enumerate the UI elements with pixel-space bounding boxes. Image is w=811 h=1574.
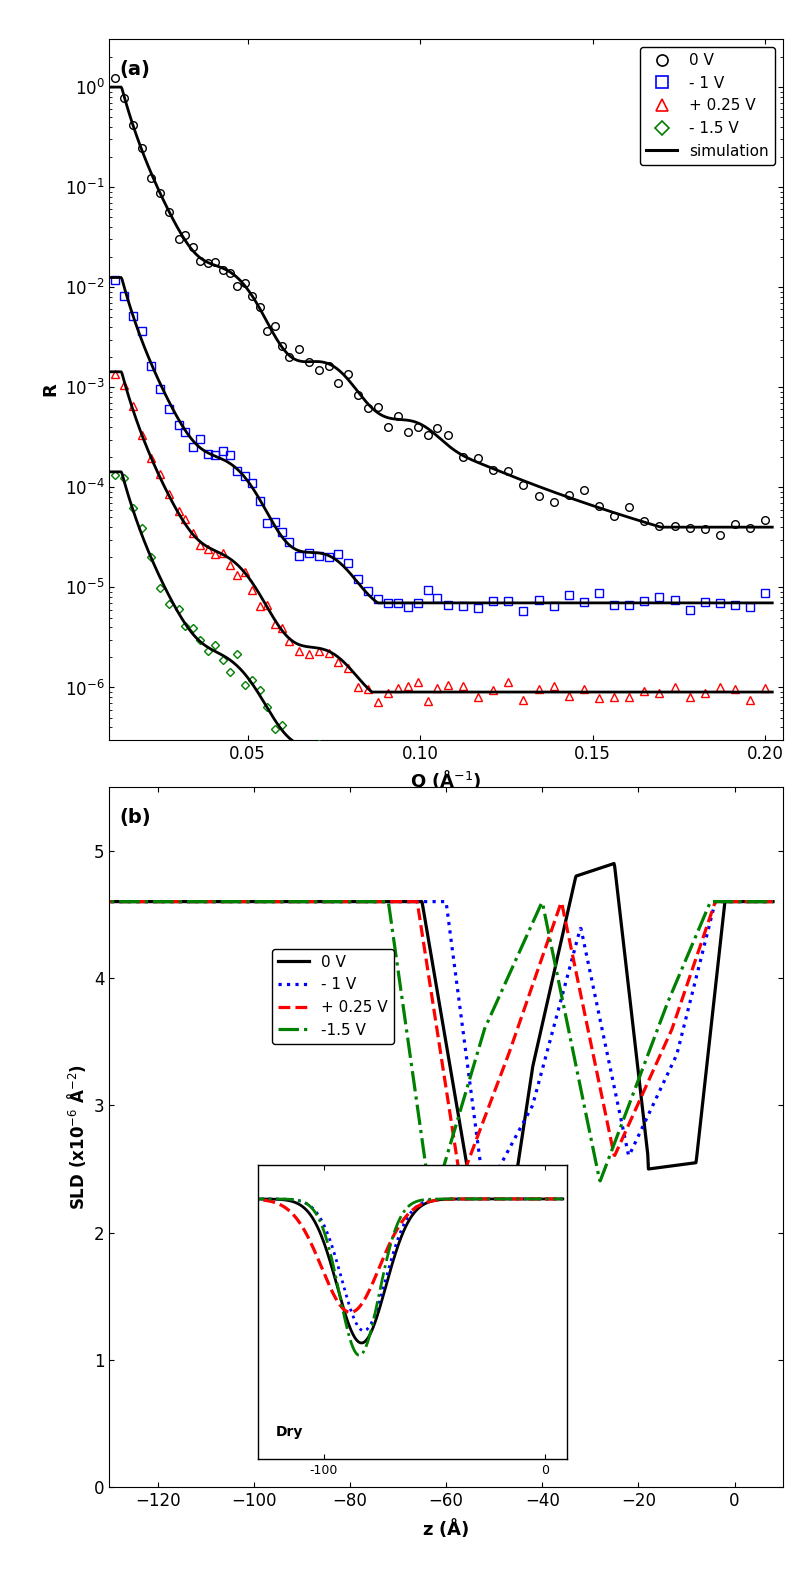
0 V (384, 892, 393, 911)
-1.5 V (358, 892, 368, 911)
- 1 V (768, 892, 778, 911)
+ 0.25 V (151, 892, 161, 911)
+ 0.25 V (384, 892, 393, 911)
- 1 V (617, 1116, 627, 1135)
0 V (80, 892, 90, 911)
- 1 V (151, 892, 161, 911)
+ 0.25 V (456, 1173, 466, 1192)
+ 0.25 V (617, 1130, 627, 1149)
0 V (609, 855, 619, 874)
-1.5 V (80, 892, 90, 911)
Y-axis label: R: R (41, 382, 59, 397)
Line: - 1 V: - 1 V (85, 902, 773, 1195)
-1.5 V (617, 1113, 627, 1132)
0 V (768, 892, 778, 911)
0 V (489, 1311, 499, 1330)
0 V (630, 1037, 640, 1056)
- 1 V (384, 892, 393, 911)
+ 0.25 V (768, 892, 778, 911)
- 1 V (630, 1135, 640, 1154)
- 1 V (80, 892, 90, 911)
Line: + 0.25 V: + 0.25 V (85, 902, 773, 1182)
Line: -1.5 V: -1.5 V (85, 902, 773, 1207)
+ 0.25 V (553, 902, 563, 921)
-1.5 V (427, 1198, 436, 1217)
0 V (151, 892, 161, 911)
X-axis label: z ($\mathregular{\AA}$): z ($\mathregular{\AA}$) (423, 1516, 470, 1539)
- 1 V (553, 1001, 563, 1020)
0 V (553, 944, 563, 963)
Legend: 0 V, - 1 V, + 0.25 V, - 1.5 V, simulation: 0 V, - 1 V, + 0.25 V, - 1.5 V, simulatio… (641, 47, 775, 165)
+ 0.25 V (80, 892, 90, 911)
Text: (b): (b) (119, 807, 151, 826)
Y-axis label: SLD (x10$^{-6}$ $\mathregular{\AA}^{-2}$): SLD (x10$^{-6}$ $\mathregular{\AA}^{-2}$… (66, 1064, 88, 1210)
- 1 V (480, 1185, 490, 1204)
X-axis label: Q ($\mathregular{\AA}^{-1}$): Q ($\mathregular{\AA}^{-1}$) (410, 768, 482, 792)
Text: (a): (a) (119, 60, 151, 79)
0 V (358, 892, 368, 911)
-1.5 V (151, 892, 161, 911)
-1.5 V (630, 1080, 640, 1099)
-1.5 V (768, 892, 778, 911)
0 V (618, 929, 628, 948)
- 1 V (358, 892, 368, 911)
Line: 0 V: 0 V (85, 864, 773, 1321)
Legend: 0 V, - 1 V, + 0.25 V, -1.5 V: 0 V, - 1 V, + 0.25 V, -1.5 V (272, 949, 393, 1044)
+ 0.25 V (630, 1102, 640, 1121)
-1.5 V (384, 892, 393, 911)
+ 0.25 V (358, 892, 368, 911)
-1.5 V (553, 970, 563, 988)
